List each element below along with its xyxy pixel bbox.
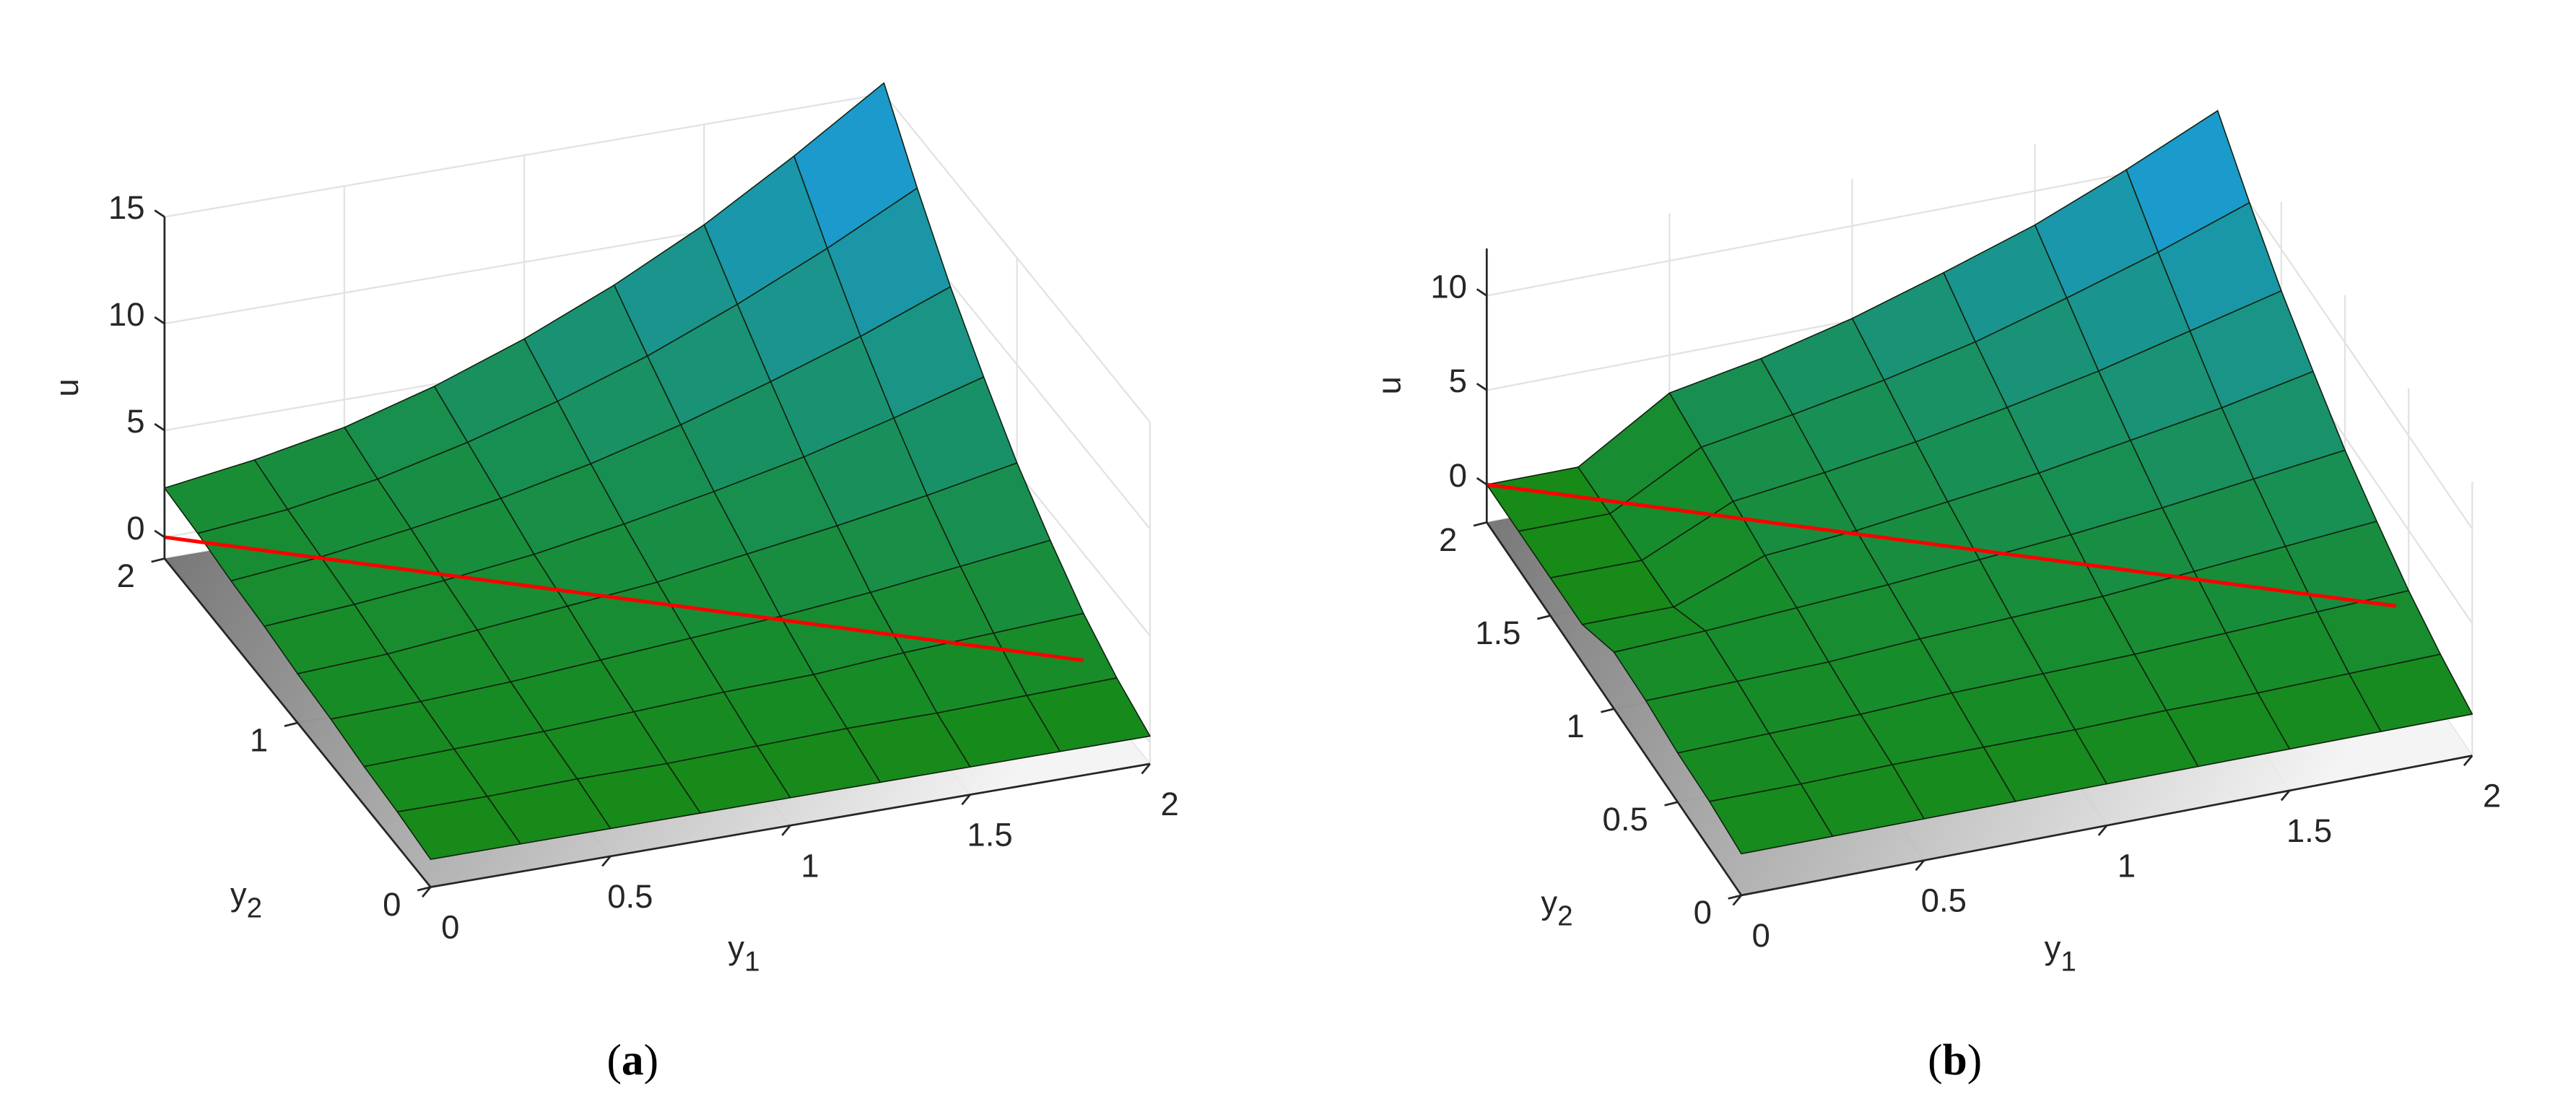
y-tick xyxy=(1473,521,1487,527)
x-tick xyxy=(1915,859,1926,872)
x-tick-label: 2 xyxy=(1161,786,1179,822)
x-tick xyxy=(1141,763,1151,775)
y-tick xyxy=(1601,708,1614,713)
x-tick-label: 1 xyxy=(2118,847,2136,884)
z-tick xyxy=(1476,288,1488,297)
y-tick-label: 1 xyxy=(250,721,268,758)
z-tick xyxy=(1476,383,1488,391)
x-tick-label: 1.5 xyxy=(967,817,1012,853)
z-tick-label: 0 xyxy=(1449,457,1467,494)
y-axis-label: y2 xyxy=(1541,885,1572,932)
z-axis-label: u xyxy=(1370,376,1407,394)
y-tick xyxy=(1664,801,1679,807)
y-tick-label: 1.5 xyxy=(1475,614,1520,651)
x-axis-label: y1 xyxy=(728,929,760,977)
y-tick-label: 0.5 xyxy=(1603,801,1648,838)
caption: (a) xyxy=(606,1035,658,1085)
x-tick xyxy=(2463,755,2473,767)
y-tick-label: 0 xyxy=(1694,894,1712,931)
z-tick xyxy=(1476,477,1488,486)
y-tick xyxy=(151,557,165,563)
y-axis-label: y2 xyxy=(230,876,262,924)
z-tick xyxy=(154,529,165,539)
x-tick-label: 0.5 xyxy=(1921,882,1967,919)
surface-patch xyxy=(396,796,521,860)
z-tick xyxy=(154,316,165,325)
x-axis-label: y1 xyxy=(2045,929,2076,977)
z-tick-label: 5 xyxy=(1449,362,1467,399)
z-tick-label: 0 xyxy=(126,510,144,547)
x-tick-label: 0 xyxy=(1752,917,1770,954)
z-tick-label: 10 xyxy=(108,296,145,333)
x-tick-label: 0 xyxy=(441,909,459,946)
grid-line xyxy=(883,92,1151,423)
y-tick-label: 1 xyxy=(1566,708,1584,744)
x-tick xyxy=(961,794,971,806)
z-tick-label: 10 xyxy=(1430,268,1467,305)
y-tick-label: 0 xyxy=(383,886,401,923)
x-tick xyxy=(422,886,432,898)
x-tick-label: 2 xyxy=(2483,778,2501,815)
x-tick xyxy=(781,825,791,836)
y-tick xyxy=(1536,614,1551,620)
x-tick xyxy=(1732,895,1742,906)
y-tick-label: 2 xyxy=(117,557,135,594)
surface-patch xyxy=(1709,783,1834,855)
y-tick-label: 2 xyxy=(1439,521,1457,558)
grid-line xyxy=(2216,155,2473,530)
z-tick-label: 15 xyxy=(108,189,145,226)
x-tick xyxy=(2097,825,2108,836)
x-tick-label: 0.5 xyxy=(607,878,653,915)
caption: (b) xyxy=(1928,1035,1982,1085)
x-tick xyxy=(601,855,612,867)
z-axis-label: u xyxy=(48,378,85,396)
z-tick-label: 5 xyxy=(126,403,144,440)
x-tick xyxy=(2280,789,2291,802)
y-tick xyxy=(284,721,298,727)
grid-line xyxy=(1487,155,2218,297)
z-tick xyxy=(154,209,165,218)
grid-line xyxy=(164,92,884,218)
red-line xyxy=(164,535,1084,663)
y-tick xyxy=(417,886,431,892)
y-tick xyxy=(1728,894,1742,900)
x-tick-label: 1.5 xyxy=(2286,812,2332,849)
z-tick xyxy=(154,422,165,432)
x-tick-label: 1 xyxy=(801,847,819,884)
red-line xyxy=(1486,482,2396,608)
